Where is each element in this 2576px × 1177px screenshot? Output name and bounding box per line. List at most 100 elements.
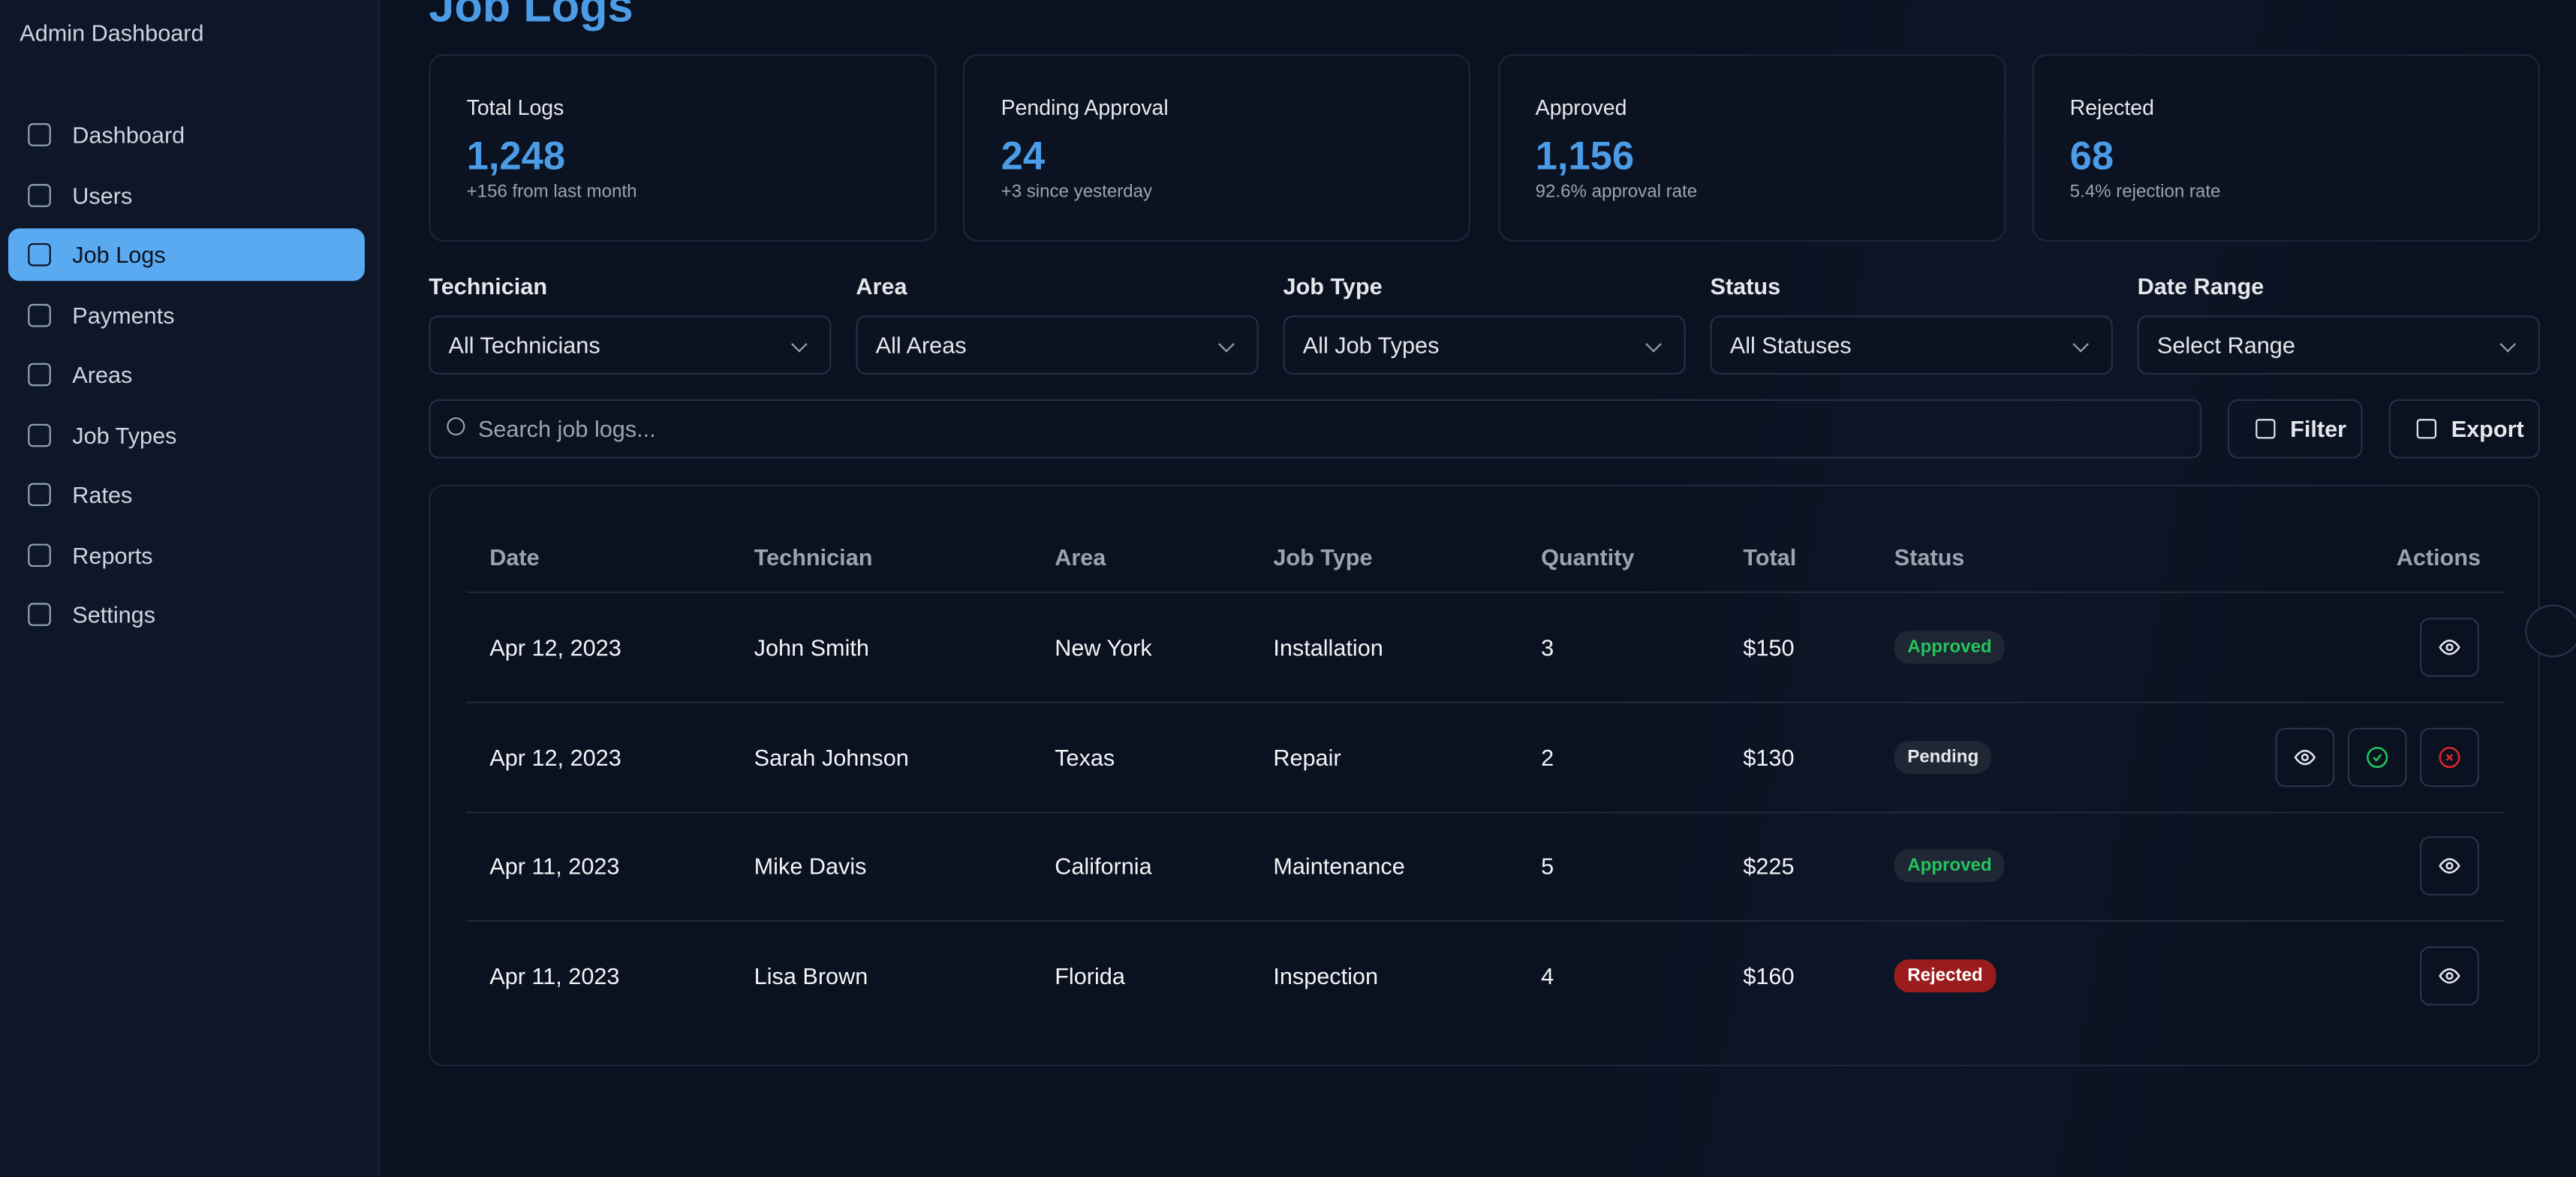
nav-item[interactable]: Rates: [8, 468, 365, 521]
table-cell: $160: [1743, 962, 1795, 989]
table-cell: Apr 12, 2023: [489, 743, 621, 770]
nav-icon: [28, 303, 51, 327]
stat-label: Total Logs: [466, 95, 564, 120]
column-header: Technician: [754, 543, 873, 570]
table-cell: California: [1055, 853, 1152, 880]
table-cell: Apr 11, 2023: [489, 853, 620, 880]
filter-select[interactable]: All Statuses: [1710, 315, 2113, 375]
table-cell: 3: [1541, 634, 1554, 661]
nav-item[interactable]: Payments: [8, 288, 365, 341]
action-button[interactable]: [2347, 727, 2407, 787]
nav-item[interactable]: Job Types: [8, 408, 365, 461]
nav-item[interactable]: Users: [8, 168, 365, 221]
nav-item[interactable]: Areas: [8, 348, 365, 401]
status-badge: Approved: [1894, 631, 2006, 664]
stat-note: +156 from last month: [466, 182, 637, 203]
stat-note: 5.4% rejection rate: [2069, 182, 2221, 203]
filter-label: Date Range: [2137, 272, 2265, 300]
nav-label: Reports: [72, 541, 153, 568]
table-cell: 2: [1541, 743, 1554, 770]
sidebar-title: Admin Dashboard: [20, 20, 204, 47]
nav-icon: [28, 483, 51, 507]
filter-label: Status: [1710, 272, 1781, 300]
column-header: Area: [1055, 543, 1106, 570]
stat-card: Total Logs 1,248 +156 from last month: [429, 54, 937, 242]
table-cell: $130: [1743, 743, 1795, 770]
nav-label: Settings: [72, 601, 156, 628]
table-cell: Repair: [1273, 743, 1341, 770]
status-badge: Approved: [1894, 850, 2006, 884]
stat-label: Pending Approval: [1001, 95, 1169, 120]
table-cell: New York: [1055, 634, 1152, 661]
table-cell: Apr 12, 2023: [489, 634, 621, 661]
toolbar-button[interactable]: Filter: [2228, 399, 2363, 459]
nav-item[interactable]: Job Logs: [8, 228, 365, 281]
stat-value: 1,156: [1535, 134, 1635, 179]
row-divider: [466, 701, 2504, 703]
table-cell: Texas: [1055, 743, 1115, 770]
row-divider: [466, 920, 2504, 923]
page-title: Job Logs: [429, 0, 633, 32]
nav-icon: [28, 123, 51, 146]
floating-button[interactable]: [2525, 604, 2576, 658]
column-header: Quantity: [1541, 543, 1635, 570]
filter-select[interactable]: Select Range: [2137, 315, 2540, 375]
nav-item[interactable]: Dashboard: [8, 108, 365, 161]
nav-label: Dashboard: [72, 121, 185, 148]
filter-label: Area: [856, 272, 907, 300]
search-input[interactable]: Search job logs...: [429, 399, 2201, 459]
nav-label: Payments: [72, 301, 175, 328]
status-badge: Rejected: [1894, 959, 1997, 993]
column-header: Date: [489, 543, 540, 570]
action-button[interactable]: [2420, 727, 2479, 787]
nav-item[interactable]: Settings: [8, 588, 365, 641]
nav-label: Users: [72, 181, 133, 208]
nav-icon: [28, 183, 51, 206]
table-cell: Mike Davis: [754, 853, 867, 880]
column-header: Status: [1894, 543, 1965, 570]
filter-select[interactable]: All Areas: [856, 315, 1259, 375]
nav-icon: [28, 363, 51, 387]
stat-note: +3 since yesterday: [1001, 182, 1153, 203]
row-divider: [466, 811, 2504, 813]
stat-card: Approved 1,156 92.6% approval rate: [1497, 54, 2006, 242]
stat-note: 92.6% approval rate: [1535, 182, 1698, 203]
filter-label: Technician: [429, 272, 548, 300]
table-cell: Sarah Johnson: [754, 743, 909, 770]
action-button[interactable]: [2420, 836, 2479, 896]
column-header: Total: [1743, 543, 1797, 570]
table-cell: Maintenance: [1273, 853, 1405, 880]
stat-label: Approved: [1535, 95, 1627, 120]
nav-label: Job Logs: [72, 241, 166, 268]
table-cell: John Smith: [754, 634, 869, 661]
filter-select[interactable]: All Technicians: [429, 315, 832, 375]
stat-label: Rejected: [2069, 95, 2154, 120]
table-cell: 5: [1541, 853, 1554, 880]
nav-label: Job Types: [72, 421, 177, 448]
column-header: Job Type: [1273, 543, 1373, 570]
nav-item[interactable]: Reports: [8, 528, 365, 581]
nav-icon: [28, 543, 51, 567]
table-cell: Apr 11, 2023: [489, 962, 620, 989]
nav-icon: [28, 242, 51, 266]
stat-value: 68: [2069, 134, 2114, 179]
table-cell: Florida: [1055, 962, 1125, 989]
action-button[interactable]: [2420, 946, 2479, 1006]
filter-select[interactable]: All Job Types: [1283, 315, 1686, 375]
table-cell: $150: [1743, 634, 1795, 661]
table-cell: 4: [1541, 962, 1554, 989]
row-divider: [466, 591, 2504, 594]
filter-label: Job Type: [1283, 272, 1383, 300]
sidebar: Admin Dashboard Dashboard Users Job Logs Pa…: [0, 0, 380, 1177]
toolbar-button[interactable]: Export: [2388, 399, 2540, 459]
table-cell: $225: [1743, 853, 1795, 880]
stat-value: 24: [1001, 134, 1046, 179]
action-button[interactable]: [2275, 727, 2335, 787]
stat-card: Pending Approval 24 +3 since yesterday: [963, 54, 1471, 242]
table-cell: Installation: [1273, 634, 1383, 661]
status-badge: Pending: [1894, 740, 1992, 774]
stat-card: Rejected 68 5.4% rejection rate: [2032, 54, 2540, 242]
action-button[interactable]: [2420, 617, 2479, 677]
